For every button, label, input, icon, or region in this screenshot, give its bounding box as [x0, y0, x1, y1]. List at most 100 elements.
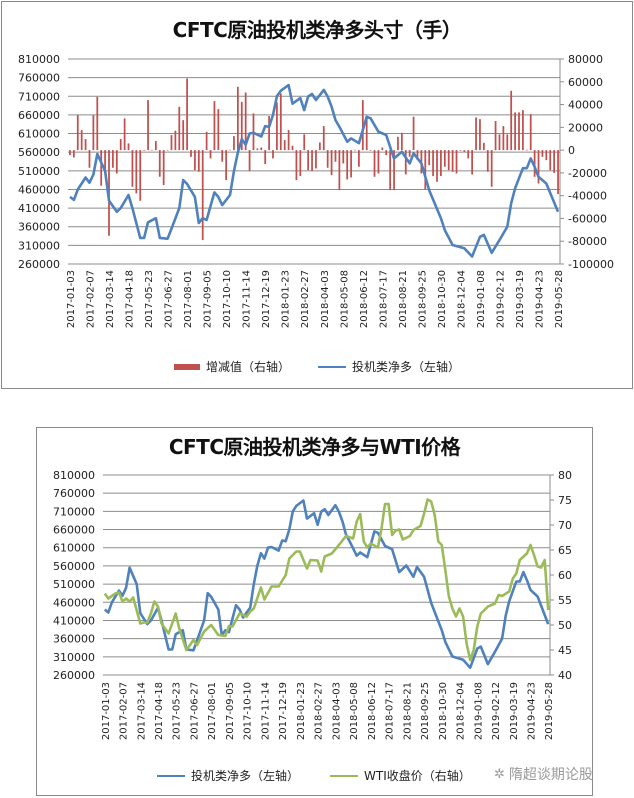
x-tick-label: 2019-04-23	[535, 270, 546, 328]
bar	[76, 115, 79, 151]
bar	[490, 150, 493, 187]
x-tick-label: 2019-01-08	[476, 270, 487, 328]
x-tick-label: 2018-12-04	[456, 270, 467, 328]
bar	[322, 126, 325, 151]
x-tick-label: 2017-02-07	[85, 270, 96, 328]
x-tick-label: 2017-11-14	[260, 682, 271, 740]
y-left-tick-label: 510000	[18, 165, 60, 178]
bar	[432, 150, 434, 177]
bar	[440, 150, 442, 177]
bar	[72, 150, 75, 158]
bar	[104, 150, 106, 174]
x-tick-label: 2017-12-19	[278, 682, 289, 740]
y-right-tick-label: -20000	[568, 167, 607, 180]
watermark: ✲ 隋超谈期论股	[494, 764, 593, 784]
y-left-tick-label: 410000	[53, 614, 95, 627]
chart-0-plot: 810000 760000 710000 660000 610000 560000 5100…	[18, 53, 614, 328]
legend-item-change: 增减值（右轴）	[174, 358, 290, 375]
bar	[190, 150, 192, 157]
bar	[143, 150, 146, 151]
y-left-tick-label: 310000	[18, 239, 60, 252]
bar	[264, 150, 267, 165]
x-tick-label: 2018-09-25	[420, 682, 431, 740]
y-right-tick-label: -100000	[568, 258, 614, 271]
bar	[436, 150, 438, 182]
legend-swatch-bar	[174, 363, 200, 370]
x-tick-label: 2017-04-18	[154, 682, 165, 740]
bar	[92, 115, 95, 151]
bar	[197, 150, 200, 172]
x-tick-label: 2018-08-21	[402, 682, 413, 740]
series-line-wti	[103, 498, 550, 662]
y-right-tick-label: 80	[558, 469, 572, 482]
y-left-tick-label: 460000	[53, 596, 95, 609]
x-tick-label: 2019-03-19	[509, 682, 520, 740]
x-tick-label: 2019-01-08	[473, 682, 484, 740]
bar	[80, 130, 83, 151]
y-left-tick-label: 360000	[18, 221, 60, 234]
bar	[158, 150, 161, 177]
bar	[400, 132, 403, 151]
bar	[385, 150, 388, 156]
y-left-tick-label: 410000	[18, 202, 60, 215]
legend-label: 投机类净多（左轴）	[191, 769, 300, 783]
y-right-tick-label: 40000	[568, 99, 603, 112]
y-left-tick-label: 610000	[53, 542, 95, 555]
y-left-tick-label: 310000	[53, 651, 95, 664]
bar	[229, 149, 231, 151]
bar	[186, 78, 188, 151]
bar	[479, 119, 481, 151]
y-right-tick-label: 75	[558, 494, 572, 507]
y-left-tick-label: 710000	[53, 505, 95, 518]
x-tick-label: 2018-02-27	[300, 270, 311, 328]
bar	[256, 148, 259, 151]
bar	[213, 101, 216, 151]
bar	[135, 150, 138, 194]
y-right-tick-label: 60000	[568, 76, 603, 89]
bar	[123, 118, 126, 151]
x-tick-label: 2018-05-08	[349, 682, 360, 740]
y-right-tick-label: 50	[558, 619, 572, 632]
x-tick-label: 2018-06-12	[359, 270, 370, 328]
bar	[522, 110, 524, 151]
bar	[381, 147, 384, 151]
chart-1-plot: 810000 760000 710000 660000 610000 560000 5100…	[53, 469, 572, 740]
legend-swatch-line	[318, 365, 346, 368]
bar	[365, 117, 368, 151]
x-tick-label: 2019-02-12	[495, 270, 506, 328]
y-right-tick-label: 80000	[568, 53, 603, 66]
x-tick-label: 2017-01-03	[101, 682, 112, 740]
y-left-tick-label: 510000	[53, 578, 95, 591]
y-right-tick-label: 0	[568, 144, 575, 157]
bar	[541, 150, 544, 157]
bar	[397, 136, 399, 151]
x-tick-label: 2018-04-03	[320, 270, 331, 328]
x-tick-label: 2018-12-04	[456, 682, 467, 740]
bar	[443, 150, 446, 167]
bar	[182, 120, 185, 151]
bar	[393, 150, 395, 191]
legend-item-net-long: 投机类净多（左轴）	[157, 767, 299, 784]
bar	[518, 112, 520, 151]
bar	[166, 149, 169, 151]
x-tick-label: 2019-05-28	[554, 270, 565, 328]
bar	[69, 150, 71, 156]
bar	[147, 100, 149, 151]
bar	[389, 150, 392, 191]
bar	[260, 147, 263, 151]
y-left-tick-label: 760000	[18, 72, 60, 85]
bar	[459, 150, 462, 151]
bar	[358, 150, 360, 167]
bar	[498, 134, 501, 151]
x-tick-label: 2017-12-19	[261, 270, 272, 328]
bar	[225, 150, 228, 181]
bar	[201, 150, 204, 241]
y-right-tick-label: 65	[558, 544, 572, 557]
y-left-tick-label: 260000	[53, 669, 95, 682]
x-tick-label: 2017-03-14	[105, 270, 116, 328]
legend-label: 投机类净多（左轴）	[352, 360, 461, 374]
y-left-tick-label: 810000	[18, 53, 60, 66]
bar	[408, 150, 411, 157]
bar	[194, 150, 196, 171]
